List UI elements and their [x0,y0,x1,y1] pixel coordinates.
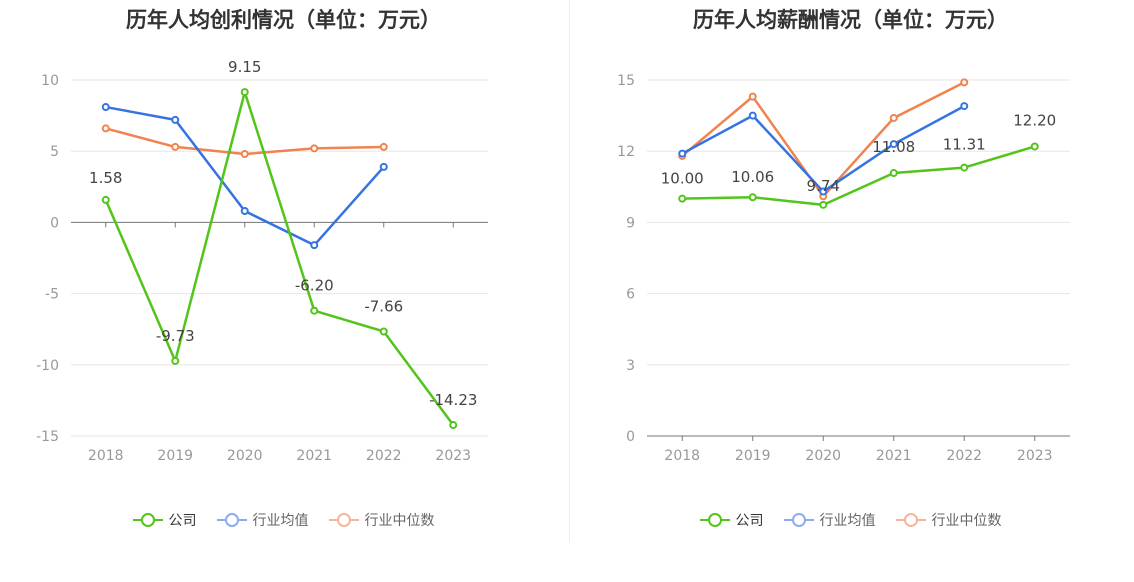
legend-item-industry-median[interactable]: 行业中位数 [328,510,435,530]
data-label: -7.66 [364,297,403,315]
legend-industry-avg-icon [783,513,814,527]
data-label: 10.00 [661,170,704,188]
legend-item-industry-avg[interactable]: 行业均值 [783,510,876,530]
data-label: 9.15 [228,58,261,76]
y-tick-label: 15 [617,73,635,89]
x-tick-label: 2023 [435,448,471,464]
legend-label: 行业中位数 [931,513,1002,529]
y-tick-label: -5 [45,287,59,303]
x-tick-label: 2018 [88,448,124,464]
y-tick-label: 10 [41,73,59,89]
profit-per-capita-chart: 10 5 0 -5 -10 -15 2018 2019 2020 2021 2022 2023 1.58… [36,58,488,464]
chart-title: 历年人均创利情况（单位：万元） [126,8,441,32]
legend-company-icon [132,513,163,527]
data-label: 11.31 [943,136,986,154]
y-tick-label: 9 [626,215,635,231]
data-point-industry-median [171,142,180,151]
legend-item-industry-median[interactable]: 行业中位数 [895,510,1002,530]
legend-label: 行业中位数 [364,513,435,529]
data-point-industry-median [748,92,757,101]
legend-company-icon [699,513,730,527]
salary-per-capita-panel: 历年人均薪酬情况（单位：万元） 15 12 9 6 3 0 2018 2019 2020 2021… [567,0,1134,582]
x-tick-label: 2018 [664,448,700,464]
y-tick-label: 3 [626,358,635,374]
x-tick-label: 2020 [227,448,263,464]
data-point-company [240,88,249,97]
panel-divider [569,0,570,542]
y-tick-label: 5 [50,144,59,160]
legend-item-company[interactable]: 公司 [132,510,197,530]
x-tick-label: 2021 [296,448,332,464]
legend-item-industry-avg[interactable]: 行业均值 [216,510,309,530]
chart-legend: 公司 行业均值 行业中位数 [567,510,1134,530]
data-point-company [819,200,828,209]
y-tick-label: 6 [626,287,635,303]
data-point-industry-median [310,144,319,153]
data-point-industry-median [240,150,249,159]
data-point-company [960,163,969,172]
data-point-industry-median [889,113,898,122]
legend-label: 公司 [168,513,197,529]
data-point-industry-avg [819,187,828,196]
x-tick-label: 2019 [735,448,771,464]
legend-label: 行业均值 [252,513,309,529]
series-line-company [104,90,455,426]
x-tick-label: 2021 [876,448,912,464]
data-label: 1.58 [89,169,122,187]
legend-industry-avg-icon [216,513,247,527]
profit-per-capita-panel: 历年人均创利情况（单位：万元） 10 5 0 -5 -10 -15 2018 2019 2020… [0,8,567,530]
y-tick-label: -15 [36,429,59,445]
data-point-company [889,169,898,178]
x-tick-label: 2020 [805,448,841,464]
x-tick-label: 2023 [1017,448,1053,464]
data-point-company [1030,142,1039,151]
data-label: -14.23 [429,391,477,409]
data-point-industry-avg [889,140,898,149]
data-point-industry-median [101,124,110,133]
data-label: 11.08 [872,138,915,156]
y-tick-label: -10 [36,358,59,374]
data-point-industry-avg [240,207,249,216]
chart-title: 历年人均薪酬情况（单位：万元） [693,8,1008,32]
x-tick-label: 2022 [366,448,402,464]
data-point-company [171,356,180,365]
legend-label: 行业均值 [819,513,876,529]
x-tick-label: 2022 [946,448,982,464]
chart-legend: 公司 行业均值 行业中位数 [0,510,567,530]
legend-item-company[interactable]: 公司 [699,510,764,530]
data-point-company [678,194,687,203]
data-label: 9.74 [807,177,840,195]
data-point-industry-median [960,78,969,87]
data-point-industry-median [379,142,388,151]
y-tick-label: 0 [626,429,635,445]
x-tick-label: 2019 [157,448,193,464]
series-line-company [682,145,1036,207]
y-tick-label: 12 [617,144,635,160]
legend-label: 公司 [735,513,764,529]
data-label: 10.06 [731,168,774,186]
data-point-company [748,193,757,202]
data-point-industry-avg [310,241,319,250]
data-point-company [379,327,388,336]
salary-per-capita-chart: 15 12 9 6 3 0 2018 2019 2020 2021 2022 2023 10.00 10.… [617,73,1070,464]
data-point-industry-avg [748,111,757,120]
data-point-industry-avg [171,115,180,124]
data-label: -6.20 [295,277,334,295]
data-point-industry-avg [678,149,687,158]
data-point-industry-avg [101,103,110,112]
data-label: 12.20 [1013,111,1056,129]
data-point-company [101,195,110,204]
data-point-industry-avg [960,102,969,111]
legend-industry-median-icon [895,513,926,527]
data-point-company [449,421,458,430]
y-tick-label: 0 [50,215,59,231]
legend-industry-median-icon [328,513,359,527]
data-point-industry-avg [379,162,388,171]
data-point-company [310,306,319,315]
data-label: -9.73 [156,327,195,345]
